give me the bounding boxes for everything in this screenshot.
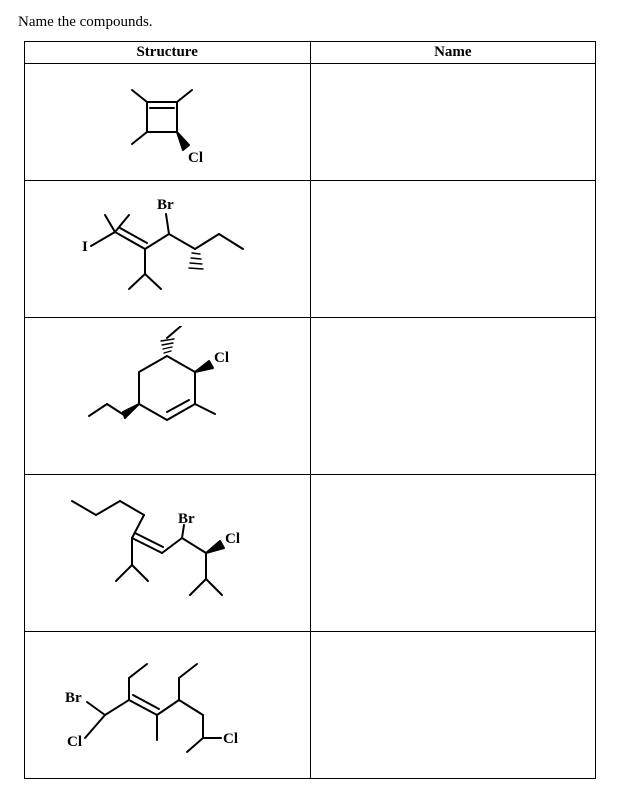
table-row: Cl bbox=[24, 64, 595, 181]
table-row: Br Cl bbox=[24, 475, 595, 632]
structure-svg-3: Cl bbox=[67, 326, 267, 466]
name-cell-2[interactable] bbox=[310, 181, 596, 318]
structure-cell-2: I Br bbox=[24, 181, 310, 318]
structure-cell-1: Cl bbox=[24, 64, 310, 181]
header-name: Name bbox=[310, 42, 596, 64]
structure-cell-3: Cl bbox=[24, 318, 310, 475]
name-cell-3[interactable] bbox=[310, 318, 596, 475]
instruction-text: Name the compounds. bbox=[18, 14, 602, 31]
label-cl-4: Cl bbox=[225, 531, 240, 547]
structure-svg-5: Br Cl bbox=[47, 640, 287, 770]
structure-cell-4: Br Cl bbox=[24, 475, 310, 632]
compounds-table: Structure Name bbox=[24, 41, 596, 779]
table-row: I Br bbox=[24, 181, 595, 318]
label-cl-left-5: Cl bbox=[67, 734, 82, 750]
label-br-2: Br bbox=[157, 197, 174, 213]
structure-svg-1: Cl bbox=[92, 72, 242, 172]
label-cl-right-5: Cl bbox=[223, 731, 238, 747]
name-cell-5[interactable] bbox=[310, 632, 596, 779]
label-cl-1: Cl bbox=[188, 150, 203, 166]
label-i-2: I bbox=[82, 239, 88, 255]
structure-svg-2: I Br bbox=[57, 189, 277, 309]
structure-svg-4: Br Cl bbox=[52, 483, 282, 623]
table-row: Br Cl bbox=[24, 632, 595, 779]
hash-wedge-2 bbox=[189, 253, 203, 269]
label-br-5: Br bbox=[65, 690, 82, 706]
name-cell-4[interactable] bbox=[310, 475, 596, 632]
name-cell-1[interactable] bbox=[310, 64, 596, 181]
table-row: Cl bbox=[24, 318, 595, 475]
structure-cell-5: Br Cl bbox=[24, 632, 310, 779]
label-cl-3: Cl bbox=[214, 350, 229, 366]
label-br-4: Br bbox=[178, 511, 195, 527]
header-structure: Structure bbox=[24, 42, 310, 64]
